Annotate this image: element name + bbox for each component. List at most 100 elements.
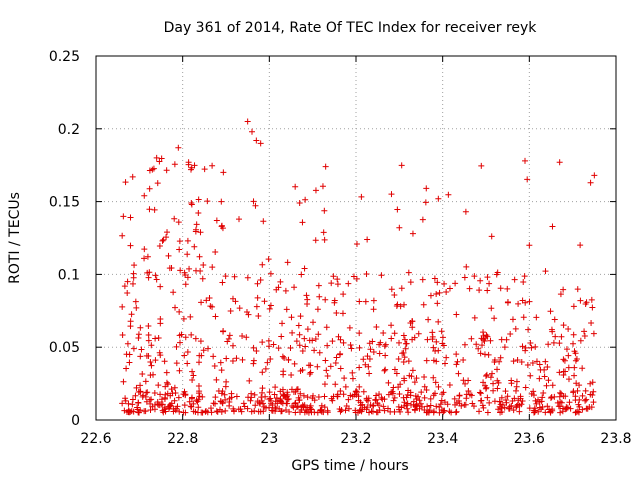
roti-point <box>250 357 257 364</box>
roti-point <box>557 291 564 298</box>
roti-point <box>572 393 579 400</box>
roti-point <box>522 347 529 354</box>
roti-point <box>496 398 503 405</box>
roti-point <box>579 365 586 372</box>
roti-point <box>337 387 344 394</box>
roti-point <box>431 275 438 282</box>
roti-point <box>175 144 182 151</box>
roti-point <box>175 394 182 401</box>
roti-point <box>483 371 490 378</box>
x-tick-label: 23.4 <box>427 431 458 447</box>
roti-point <box>137 353 144 360</box>
roti-point <box>356 344 363 351</box>
roti-point <box>314 409 321 416</box>
roti-point <box>264 359 271 366</box>
roti-point <box>260 218 267 225</box>
roti-point <box>293 404 300 411</box>
roti-point <box>518 359 525 366</box>
roti-point <box>173 343 180 350</box>
roti-point <box>130 270 137 277</box>
roti-point <box>321 404 328 411</box>
roti-point <box>321 381 328 388</box>
roti-point <box>164 381 171 388</box>
roti-point <box>590 388 597 395</box>
roti-point <box>417 400 424 407</box>
roti-point <box>155 401 162 408</box>
roti-point <box>576 396 583 403</box>
chart-title: Day 361 of 2014, Rate Of TEC Index for r… <box>164 20 538 36</box>
roti-point <box>398 162 405 169</box>
roti-point <box>453 351 460 358</box>
roti-point <box>370 348 377 355</box>
x-tick-label: 22.8 <box>167 431 198 447</box>
roti-point <box>363 406 370 413</box>
roti-point <box>407 279 414 286</box>
roti-point <box>391 408 398 415</box>
roti-point <box>587 179 594 186</box>
roti-point <box>119 232 126 239</box>
roti-point <box>297 313 304 320</box>
roti-point <box>479 402 486 409</box>
roti-point <box>430 344 437 351</box>
roti-point <box>162 408 169 415</box>
roti-point <box>475 345 482 352</box>
roti-point <box>306 404 313 411</box>
roti-point <box>119 331 126 338</box>
roti-point <box>471 273 478 280</box>
roti-point <box>332 381 339 388</box>
roti-point <box>495 379 502 386</box>
roti-point <box>239 356 246 363</box>
roti-point <box>440 389 447 396</box>
roti-point <box>253 347 260 354</box>
roti-point <box>419 276 426 283</box>
roti-point <box>577 297 584 304</box>
roti-point <box>131 262 138 269</box>
roti-point <box>581 333 588 340</box>
roti-point <box>547 394 554 401</box>
roti-point <box>405 409 412 416</box>
roti-point <box>182 281 189 288</box>
roti-point <box>226 398 233 405</box>
roti-point <box>511 276 518 283</box>
roti-point <box>451 395 458 402</box>
roti-point <box>476 408 483 415</box>
roti-point <box>355 397 362 404</box>
roti-point <box>507 331 514 338</box>
roti-point <box>207 405 214 412</box>
roti-point <box>229 295 236 302</box>
roti-point <box>124 340 131 347</box>
roti-point <box>570 389 577 396</box>
roti-point <box>226 332 233 339</box>
roti-point <box>160 236 167 243</box>
roti-point <box>211 363 218 370</box>
roti-point <box>339 310 346 317</box>
roti-point <box>519 343 526 350</box>
roti-point <box>455 370 462 377</box>
roti-point <box>558 399 565 406</box>
roti-point <box>363 395 370 402</box>
roti-point <box>482 385 489 392</box>
roti-point <box>544 363 551 370</box>
roti-point <box>567 405 574 412</box>
roti-point <box>328 395 335 402</box>
roti-point <box>412 407 419 414</box>
roti-point <box>286 408 293 415</box>
roti-point <box>484 287 491 294</box>
roti-point <box>477 277 484 284</box>
roti-point <box>438 397 445 404</box>
roti-point <box>171 215 178 222</box>
roti-point <box>476 389 483 396</box>
roti-point <box>391 394 398 401</box>
roti-point <box>262 393 269 400</box>
roti-point <box>434 279 441 286</box>
roti-point <box>204 345 211 352</box>
roti-point <box>227 307 234 314</box>
roti-point <box>413 375 420 382</box>
roti-point <box>453 408 460 415</box>
roti-point <box>562 393 569 400</box>
roti-point <box>396 390 403 397</box>
roti-point <box>123 365 130 372</box>
roti-point <box>301 335 308 342</box>
roti-point <box>502 388 509 395</box>
roti-point <box>542 268 549 275</box>
